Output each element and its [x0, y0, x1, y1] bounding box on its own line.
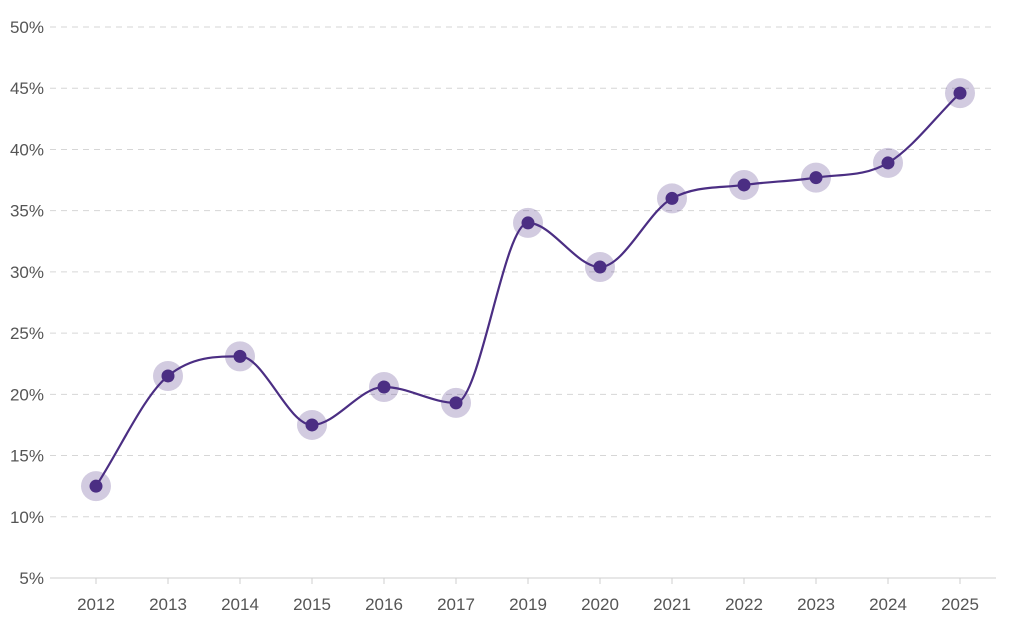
x-axis-labels: 2012 2013 2014 2015 2016 2017 2019 2020 2021 2022…: [77, 595, 979, 614]
y-tick-label: 50%: [10, 18, 44, 37]
y-tick-label: 20%: [10, 385, 44, 404]
x-tick-label: 2021: [653, 595, 691, 614]
y-tick-label: 40%: [10, 140, 44, 159]
x-axis-ticks: [95, 578, 961, 584]
data-point[interactable]: [89, 479, 103, 493]
y-tick-label: 15%: [10, 447, 44, 466]
x-tick-label: 2012: [77, 595, 115, 614]
y-tick-label: 30%: [10, 263, 44, 282]
data-point[interactable]: [809, 171, 823, 185]
grid: [50, 26, 996, 518]
x-tick-label: 2022: [725, 595, 763, 614]
x-tick-label: 2025: [941, 595, 979, 614]
data-point[interactable]: [233, 349, 247, 363]
data-point[interactable]: [449, 396, 463, 410]
x-tick-label: 2020: [581, 595, 619, 614]
x-tick-label: 2016: [365, 595, 403, 614]
y-axis-labels: 5% 10% 15% 20% 25% 30% 35% 40% 45% 50%: [10, 18, 44, 588]
x-tick-label: 2013: [149, 595, 187, 614]
x-tick-label: 2017: [437, 595, 475, 614]
y-tick-label: 45%: [10, 79, 44, 98]
data-point[interactable]: [377, 380, 391, 394]
data-point[interactable]: [593, 260, 607, 274]
data-point[interactable]: [521, 216, 535, 230]
data-point[interactable]: [953, 86, 967, 100]
x-tick-label: 2023: [797, 595, 835, 614]
x-tick-label: 2015: [293, 595, 331, 614]
data-point[interactable]: [305, 418, 319, 432]
data-point[interactable]: [737, 178, 751, 192]
data-point[interactable]: [881, 156, 895, 170]
y-tick-label: 35%: [10, 202, 44, 221]
y-tick-label: 10%: [10, 508, 44, 527]
y-tick-label: 5%: [19, 569, 44, 588]
data-points: [81, 78, 975, 502]
x-tick-label: 2014: [221, 595, 259, 614]
x-tick-label: 2024: [869, 595, 907, 614]
data-point[interactable]: [665, 191, 679, 205]
y-tick-label: 25%: [10, 324, 44, 343]
series-line: [95, 92, 961, 487]
data-point[interactable]: [161, 369, 175, 383]
x-tick-label: 2019: [509, 595, 547, 614]
